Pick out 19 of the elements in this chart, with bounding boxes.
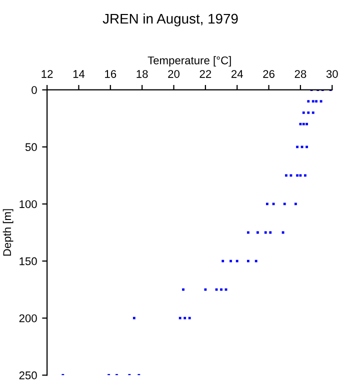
x-tick-label: 28 xyxy=(294,70,306,78)
x-tick-label: 14 xyxy=(73,70,85,78)
x-tick-label: 24 xyxy=(231,70,243,78)
chart-title: JREN in August, 1979 xyxy=(102,13,238,26)
y-tick-label: 50 xyxy=(25,143,37,152)
x-tick-label: 16 xyxy=(105,70,116,78)
y-axis-title: Depth [m] xyxy=(2,209,14,256)
x-tick-label: 12 xyxy=(42,70,53,78)
y-tick-label: 200 xyxy=(19,314,37,322)
x-tick-label: 30 xyxy=(326,70,338,78)
x-tick-label: 22 xyxy=(200,70,212,78)
x-tick-label: 26 xyxy=(263,70,274,78)
x-tick-label: 20 xyxy=(168,70,180,78)
y-tick-label: 150 xyxy=(20,257,37,266)
y-tick-label: 250 xyxy=(19,371,37,380)
x-axis-title: Temperature [°C] xyxy=(148,56,231,67)
y-tick-label: 100 xyxy=(20,200,37,208)
x-tick-label: 18 xyxy=(136,70,148,78)
y-tick-label: 0 xyxy=(32,86,37,94)
